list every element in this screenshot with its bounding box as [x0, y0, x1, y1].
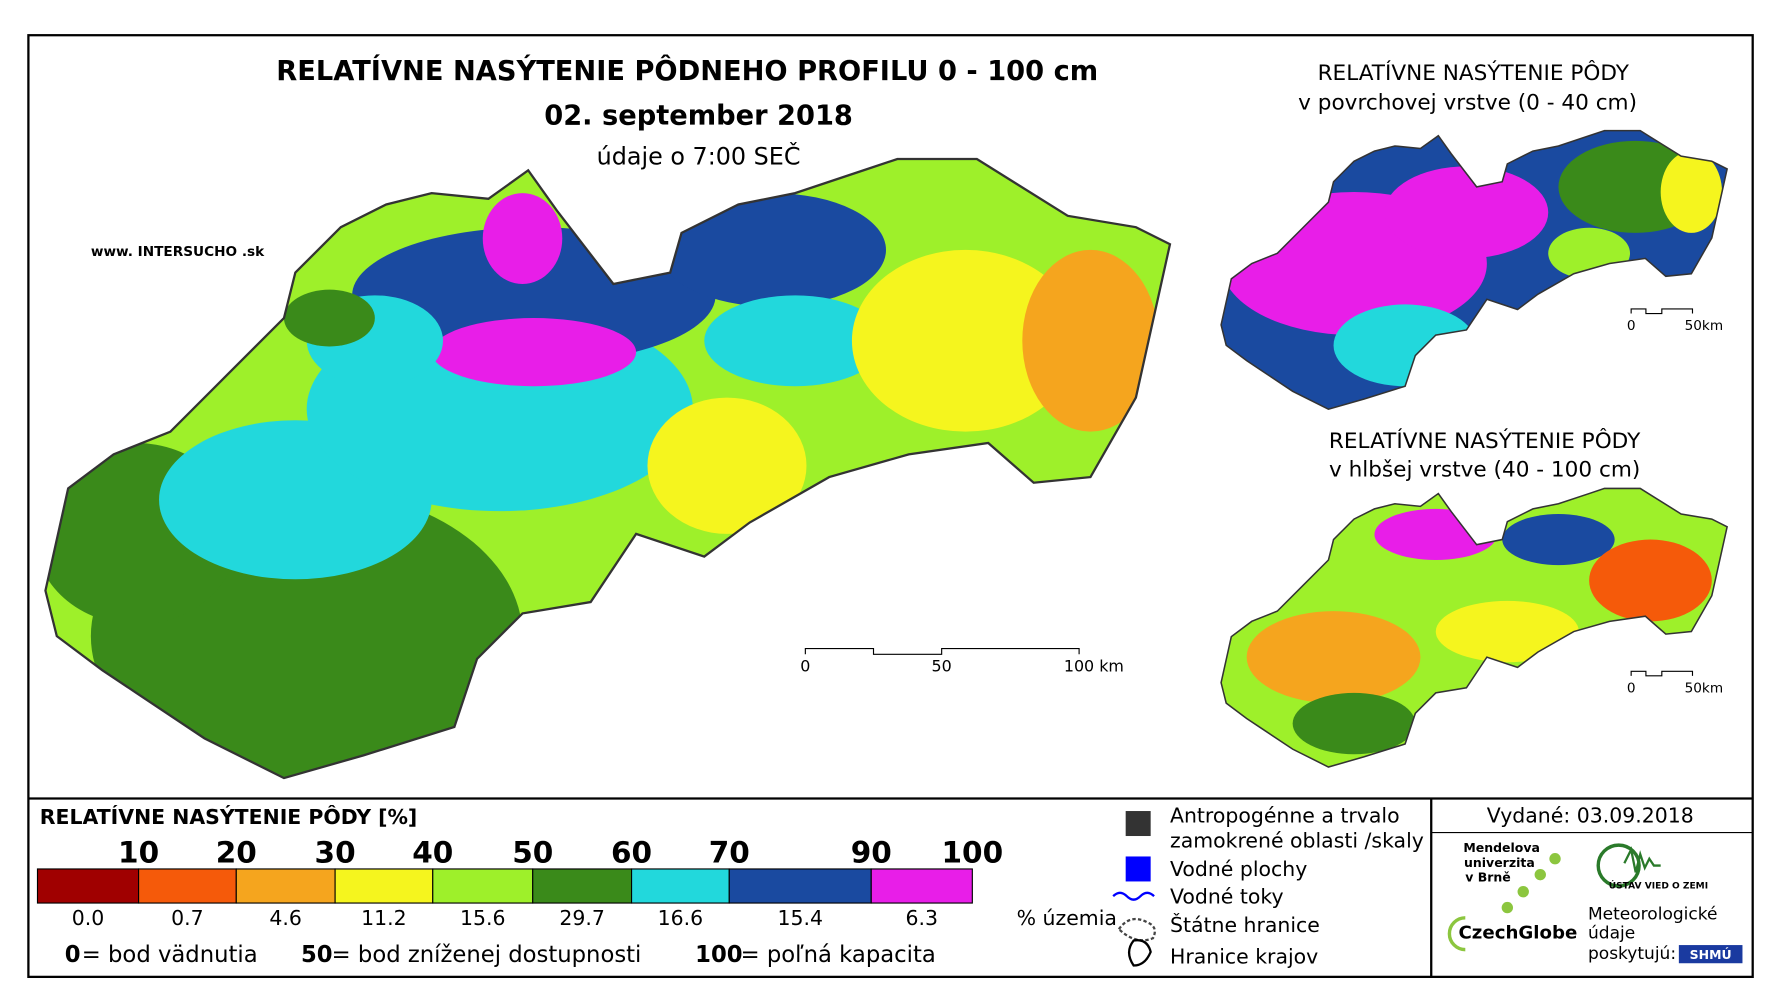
logo-text: CzechGlobe	[1458, 923, 1577, 944]
logo-text: SHMÚ	[1690, 947, 1732, 962]
symbol-label: Hranice krajov	[1170, 945, 1318, 969]
legend-boundary: 90	[851, 836, 892, 870]
inset-title: v povrchovej vrstve (0 - 40 cm)	[1298, 90, 1637, 115]
title: RELATÍVNE NASÝTENIE PÔDNEHO PROFILU 0 - …	[276, 55, 1098, 87]
symbol-label: Vodné plochy	[1170, 857, 1307, 881]
logo-circle	[1596, 843, 1641, 888]
legend-swatch	[532, 868, 633, 904]
legend-share: 0.0	[72, 906, 105, 930]
note-text: = poľná kapacita	[741, 942, 936, 968]
icon-river	[1112, 891, 1155, 901]
legend-title: RELATÍVNE NASÝTENIE PÔDY [%]	[40, 804, 418, 829]
note-text: = bod zníženej dostupnosti	[332, 942, 642, 968]
logo-box	[1678, 945, 1743, 964]
legend-share: 0.7	[171, 906, 204, 930]
logo-dots	[1501, 853, 1561, 914]
legend-boundary: 20	[216, 836, 257, 870]
inset-title: RELATÍVNE NASÝTENIE PÔDY	[1329, 428, 1641, 454]
legend-boundary: 40	[412, 836, 453, 870]
scale-label: 100 km	[1064, 656, 1124, 675]
scale-bar	[1630, 670, 1694, 677]
legend-swatch	[36, 868, 140, 904]
scale-label: 50km	[1685, 318, 1724, 334]
scale-label: 50	[932, 656, 952, 675]
legend-share: 15.6	[460, 906, 506, 930]
logo-text: ÚSTAV VIED O ZEMI	[1609, 880, 1708, 892]
logo-text: Meteorologické	[1588, 904, 1717, 924]
legend-share: 29.7	[559, 906, 605, 930]
legend-bar: 0.0 0.7 4.6 11.2 15.6 29.7 16.6 15.4 6.3 10 20 30 40…	[36, 836, 1004, 930]
scale-bar	[1630, 308, 1694, 315]
logo-text: v Brně	[1465, 870, 1511, 885]
scale-label: 0	[800, 656, 810, 675]
legend-boundary: 60	[611, 836, 652, 870]
legend-boundary: 10	[118, 836, 159, 870]
legend-swatch	[630, 868, 730, 904]
scale-label: 0	[1627, 680, 1636, 696]
logo-arc	[1447, 916, 1466, 952]
legend-share: 11.2	[361, 906, 407, 930]
date: 02. september 2018	[544, 100, 853, 131]
legend-swatch	[870, 868, 973, 904]
legend-swatch	[334, 868, 434, 904]
time: údaje o 7:00 SEČ	[597, 142, 801, 170]
website: www. INTERSUCHO .sk	[91, 244, 265, 260]
legend-share: 6.3	[906, 906, 939, 930]
legend-share: 15.4	[777, 906, 823, 930]
legend-share: 4.6	[269, 906, 302, 930]
logo-text: univerzita	[1464, 855, 1535, 870]
legend-boundary: 100	[942, 836, 1004, 870]
legend-swatch	[432, 868, 534, 904]
legend-boundary: 50	[512, 836, 553, 870]
logo-wave	[1623, 846, 1661, 873]
legend-swatch	[728, 868, 872, 904]
symbol-label: Štátne hranice	[1170, 912, 1320, 937]
inset-title: RELATÍVNE NASÝTENIE PÔDY	[1318, 60, 1630, 86]
symbol-label: zamokrené oblasti /skaly	[1170, 829, 1424, 853]
scale-label: 50km	[1685, 680, 1724, 696]
logo-text: poskytujú:	[1588, 944, 1676, 964]
issued: Vydané: 03.09.2018	[1487, 804, 1694, 828]
legend-boundary: 30	[315, 836, 356, 870]
scale-bar	[804, 648, 1080, 655]
note-key: 50	[301, 942, 333, 968]
legend-boundary: 70	[709, 836, 750, 870]
inset-title: v hlbšej vrstve (40 - 100 cm)	[1329, 457, 1640, 482]
legend-unit: % územia	[1017, 906, 1117, 930]
note-key: 0	[65, 942, 81, 968]
note-text: = bod vädnutia	[82, 942, 258, 968]
icon-water	[1125, 856, 1151, 882]
symbol-label: Vodné toky	[1170, 884, 1284, 908]
scale-label: 0	[1627, 318, 1636, 334]
legend-swatch	[235, 868, 336, 904]
note-key: 100	[695, 942, 742, 968]
symbol-label: Antropogénne a trvalo	[1170, 804, 1400, 828]
icon-urban	[1125, 811, 1151, 837]
logo-text: Mendelova	[1463, 840, 1540, 855]
icon-region	[1127, 939, 1152, 967]
legend-swatch	[138, 868, 237, 904]
logo-text: údaje	[1588, 924, 1635, 944]
legend-share: 16.6	[658, 906, 704, 930]
